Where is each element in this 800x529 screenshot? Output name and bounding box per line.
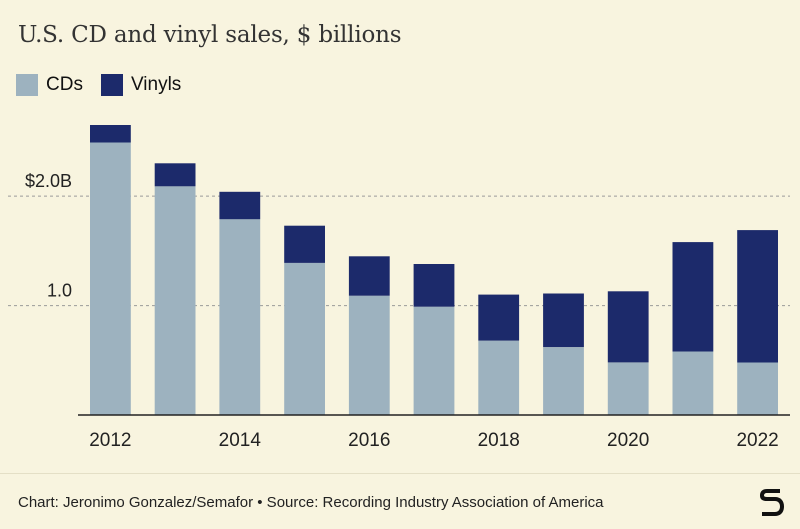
semafor-logo-icon <box>760 489 784 516</box>
legend-label-vinyls: Vinyls <box>130 74 182 95</box>
bar-vinyls-2021 <box>672 242 714 352</box>
x-tick-label: 2022 <box>736 430 778 451</box>
legend-swatch-cds <box>16 74 38 96</box>
x-tick-label: 2012 <box>89 430 131 451</box>
bar-vinyls-2016 <box>348 256 390 296</box>
legend-swatch-vinyls <box>100 74 123 96</box>
bar-vinyls-2012 <box>90 125 131 143</box>
x-tick-label: 2014 <box>219 430 262 451</box>
chart-title: U.S. CD and vinyl sales, $ billions <box>18 22 402 48</box>
bar-cds-2018 <box>478 340 520 415</box>
x-tick-label: 2020 <box>607 430 649 451</box>
bar-vinyls-2020 <box>607 291 649 363</box>
bar-cds-2022 <box>737 362 778 415</box>
legend-label-cds: CDs <box>46 74 83 95</box>
y-tick-label: 1.0 <box>47 281 72 301</box>
bar-cds-2016 <box>348 295 390 415</box>
source-credit: Chart: Jeronimo Gonzalez/Semafor • Sourc… <box>18 494 604 511</box>
legend: CDs Vinyls <box>16 74 181 96</box>
bar-cds-2015 <box>284 262 325 415</box>
bar-vinyls-2022 <box>737 230 778 363</box>
bar-cds-2013 <box>154 186 196 415</box>
legend-item-cds: CDs <box>16 74 83 96</box>
bar-vinyls-2015 <box>284 225 325 263</box>
bar-cds-2014 <box>219 219 261 415</box>
stacked-bar-chart: 1.0 $2.0B 2012 2014 2016 2018 2020 2022 <box>8 125 790 451</box>
footer-divider <box>0 473 800 474</box>
x-tick-label: 2016 <box>348 430 390 451</box>
bar-vinyls-2019 <box>543 293 584 348</box>
bar-cds-2020 <box>607 362 649 415</box>
bar-cds-2019 <box>543 347 584 415</box>
legend-item-vinyls: Vinyls <box>100 74 182 96</box>
bar-cds-2021 <box>672 351 714 415</box>
x-tick-label: 2018 <box>478 430 520 451</box>
bar-vinyls-2017 <box>413 264 455 307</box>
bar-vinyls-2018 <box>478 294 520 341</box>
bar-cds-2012 <box>90 142 131 415</box>
bar-vinyls-2013 <box>154 163 196 187</box>
bar-vinyls-2014 <box>219 191 261 220</box>
y-tick-label: $2.0B <box>25 171 72 191</box>
bar-cds-2017 <box>413 306 455 415</box>
